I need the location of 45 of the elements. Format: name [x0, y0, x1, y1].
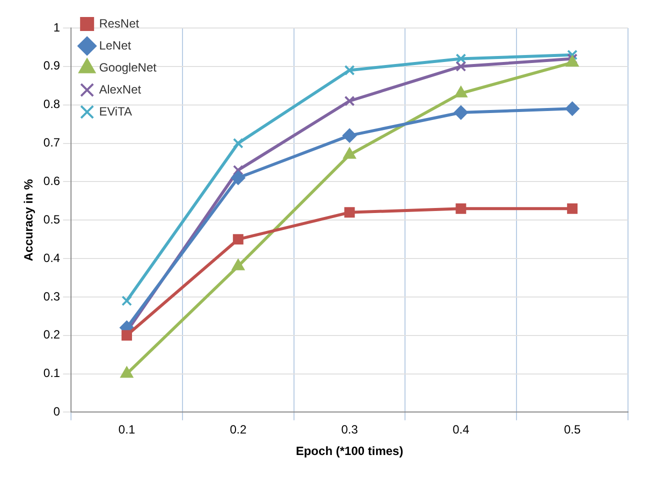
point [454, 106, 468, 120]
legend-label: EViTA [99, 104, 132, 118]
y-tick-label: 0.2 [43, 328, 60, 342]
point [343, 148, 356, 159]
y-tick-label: 0.6 [43, 174, 60, 188]
point [456, 53, 466, 64]
point [566, 56, 579, 67]
point [456, 61, 466, 72]
point [232, 138, 244, 149]
point [232, 234, 244, 245]
x-tick-label: 0.2 [230, 422, 247, 437]
x-tick-label: 0.1 [118, 422, 136, 437]
legend-label: ResNet [99, 16, 140, 30]
point [565, 102, 580, 116]
point [344, 96, 355, 106]
point [567, 203, 578, 214]
x-tick-label: 0.5 [564, 422, 581, 437]
y-axis-title: Accuracy in % [22, 178, 36, 262]
y-tick-label: 0.3 [43, 289, 60, 304]
legend-label: AlexNet [99, 82, 142, 96]
point [344, 207, 355, 218]
y-tick-label: 1 [53, 20, 60, 34]
point [454, 86, 468, 98]
point [232, 164, 244, 176]
legend-label: GoogleNet [99, 60, 158, 74]
point [122, 330, 132, 341]
x-axis-title: Epoch (*100 times) [296, 444, 404, 458]
y-tick-label: 0.5 [43, 212, 60, 226]
y-tick-label: 0.1 [43, 366, 60, 380]
point [567, 50, 578, 60]
point [232, 259, 244, 270]
y-tick-label: 0 [53, 404, 60, 419]
y-tick-label: 0.7 [43, 136, 60, 150]
point [231, 170, 246, 185]
point [122, 296, 132, 306]
point [120, 366, 133, 378]
point [344, 65, 355, 76]
point [342, 128, 357, 143]
point [456, 203, 466, 214]
y-tick-label: 0.9 [43, 58, 60, 73]
y-tick-label: 0.4 [43, 250, 60, 265]
legend-label: LeNet [99, 38, 132, 52]
x-tick-label: 0.3 [341, 422, 358, 437]
y-tick-label: 0.8 [43, 97, 60, 112]
x-tick-label: 0.4 [452, 422, 470, 437]
